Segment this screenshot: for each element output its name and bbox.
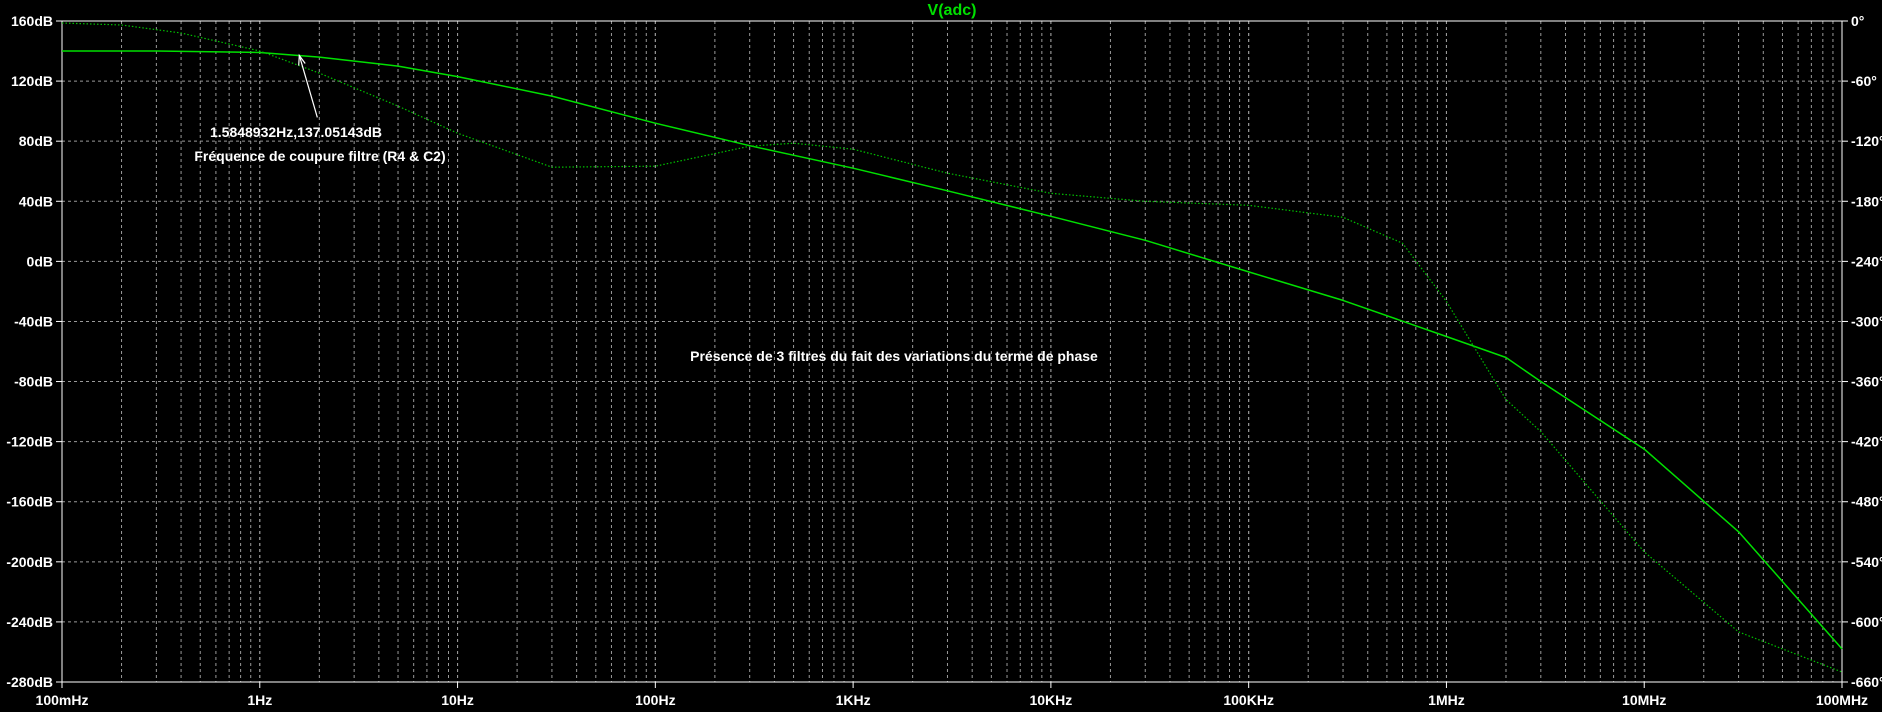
left-tick-label: -160dB (6, 494, 53, 510)
left-tick-label: 40dB (19, 193, 53, 209)
right-tick-label: -120° (1851, 133, 1882, 149)
right-tick-label: -480° (1851, 494, 1882, 510)
x-tick-label: 10Hz (441, 692, 474, 708)
left-axis-ticks: 160dB 120dB 80dB 40dB 0dB -40dB -80dB -120dB -16… (6, 13, 62, 690)
annotation-cutoff-label: Fréquence de coupure filtre (R4 & C2) (194, 148, 445, 164)
x-tick-label: 1KHz (836, 692, 871, 708)
series-group (61, 22, 1843, 673)
left-tick-label: -280dB (6, 674, 53, 690)
x-tick-label: 10MHz (1622, 692, 1666, 708)
x-tick-label: 100mHz (36, 692, 89, 708)
x-tick-label: 100KHz (1223, 692, 1274, 708)
plot-frame (61, 20, 1843, 683)
right-tick-label: -540° (1851, 554, 1882, 570)
annotation-cursor-value: 1.5848932Hz,137.05143dB (210, 124, 382, 140)
right-tick-label: -420° (1851, 434, 1882, 450)
annotation-arrowhead (298, 53, 306, 66)
left-tick-label: -240dB (6, 614, 53, 630)
right-tick-label: -180° (1851, 193, 1882, 209)
right-tick-label: -600° (1851, 614, 1882, 630)
x-tick-label: 100MHz (1816, 692, 1868, 708)
left-tick-label: -40dB (14, 313, 53, 329)
x-tick-label: 10KHz (1029, 692, 1072, 708)
right-tick-label: 0° (1851, 13, 1864, 29)
left-tick-label: 0dB (27, 253, 53, 269)
left-tick-label: -80dB (14, 374, 53, 390)
left-tick-label: 160dB (11, 13, 53, 29)
series-phase-line (61, 22, 1843, 673)
left-tick-label: 120dB (11, 73, 53, 89)
right-tick-label: -240° (1851, 253, 1882, 269)
grid (62, 21, 1842, 682)
annotations: 1.5848932Hz,137.05143dB Fréquence de cou… (194, 53, 1098, 364)
right-tick-label: -360° (1851, 374, 1882, 390)
x-tick-label: 1Hz (247, 692, 272, 708)
annotation-three-filters: Présence de 3 filtres du fait des variat… (690, 348, 1098, 364)
x-axis-ticks: 100mHz 1Hz 10Hz 100Hz 1KHz 10KHz 100KHz 1MHz 10M… (36, 682, 1868, 708)
left-tick-label: -200dB (6, 554, 53, 570)
right-axis-ticks: 0° -60° -120° -180° -240° -300° -360° -420° -480… (1842, 13, 1882, 690)
x-tick-label: 1MHz (1428, 692, 1465, 708)
right-tick-label: -660° (1851, 674, 1882, 690)
series-magnitude-line (62, 50, 1843, 650)
right-tick-label: -60° (1851, 73, 1877, 89)
annotation-arrow (298, 55, 318, 118)
left-tick-label: -120dB (6, 434, 53, 450)
chart-title: V(adc) (928, 2, 977, 19)
left-tick-label: 80dB (19, 133, 53, 149)
right-tick-label: -300° (1851, 313, 1882, 329)
x-tick-label: 100Hz (635, 692, 675, 708)
